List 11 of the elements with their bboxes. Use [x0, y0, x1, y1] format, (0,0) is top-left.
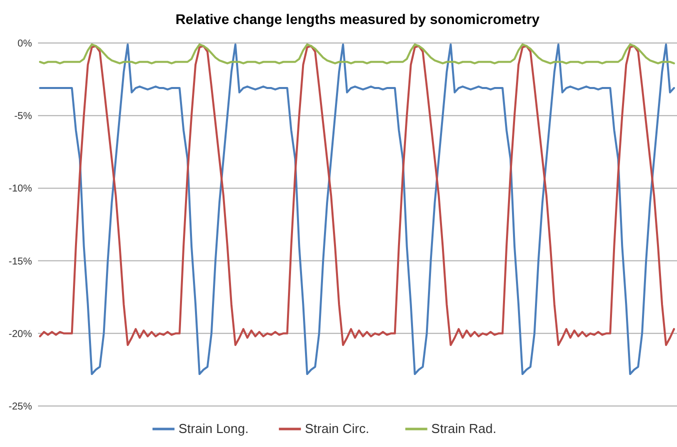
y-tick-label: -5% [14, 111, 32, 122]
y-tick-label: -25% [8, 402, 32, 412]
legend-label: Strain Long. [178, 421, 249, 436]
line-series [39, 43, 675, 64]
legend-label: Strain Circ. [304, 421, 370, 436]
y-tick-label: -10% [8, 184, 32, 195]
y-tick-label: 0% [18, 38, 32, 50]
chart-title: Relative change lengths measured by sonomicrometry [175, 11, 540, 27]
y-tick-label: -15% [8, 256, 32, 268]
legend-label: Strain Rad. [431, 421, 496, 436]
y-tick-label: -20% [8, 328, 32, 340]
